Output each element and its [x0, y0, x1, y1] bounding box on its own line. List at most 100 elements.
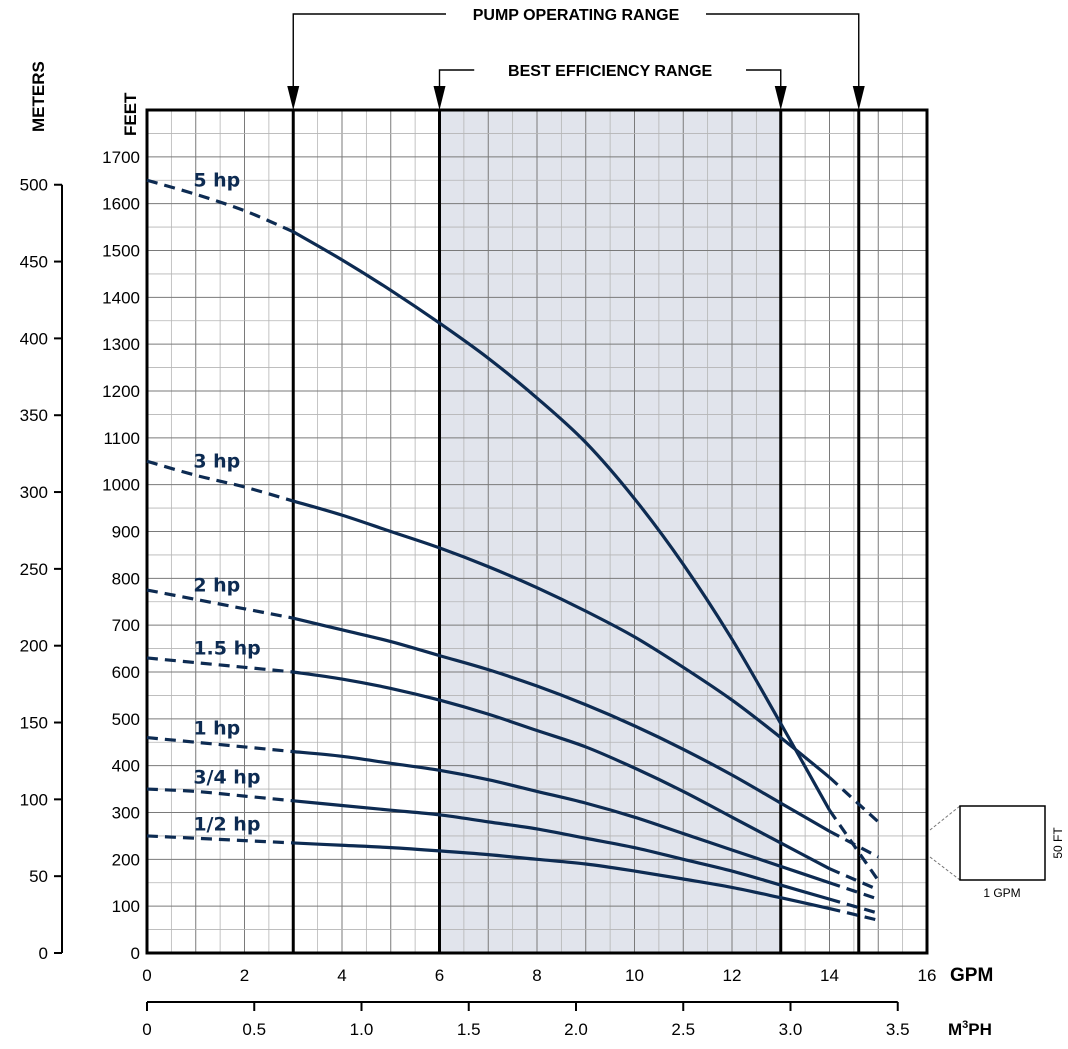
curve-dashed-start	[146, 834, 294, 845]
curve-solid	[293, 670, 831, 871]
hp-label: 1 hp	[193, 717, 240, 739]
scale-legend-box	[959, 805, 1046, 881]
y-tick-label: 200	[112, 850, 140, 869]
y-tick-label: 1500	[102, 242, 140, 261]
y-tick-label: 1000	[102, 476, 140, 495]
range-bracket-right	[706, 13, 860, 104]
y2-tick-label: 250	[20, 560, 48, 579]
x-tick-label: 6	[435, 966, 444, 985]
x-axis-label: GPM	[950, 965, 993, 986]
scale-legend-leader-top	[929, 805, 961, 831]
chart-grid	[146, 109, 928, 954]
x-tick-label: 10	[625, 966, 644, 985]
y-tick-label: 300	[112, 804, 140, 823]
x-tick-label: 12	[723, 966, 742, 985]
y2-tick-label: 200	[20, 637, 48, 656]
y2-tick-label: 150	[20, 714, 48, 733]
hp-label: 2 hp	[193, 574, 240, 596]
y-tick-label: 1600	[102, 195, 140, 214]
y-tick-label: 900	[112, 523, 140, 542]
x2-tick-label: 3.5	[886, 1020, 910, 1039]
hp-curves	[146, 178, 880, 922]
y2-tick-label: 500	[20, 176, 48, 195]
y-tick-label: 1400	[102, 288, 140, 307]
y2-tick-label: 350	[20, 406, 48, 425]
y2-tick-label: 450	[20, 253, 48, 272]
y2-tick-label: 100	[20, 790, 48, 809]
curve-solid	[293, 750, 831, 885]
range-arrow-head	[287, 86, 300, 110]
curve-dashed-start	[146, 459, 294, 503]
y2-tick-label: 0	[39, 944, 48, 963]
curve-solid	[293, 841, 830, 911]
range-brackets: PUMP OPERATING RANGE BEST EFFICIENCY RANG…	[287, 7, 865, 110]
x-tick-label: 16	[918, 966, 937, 985]
scale-legend-width-label: 1 GPM	[983, 886, 1020, 900]
y2-tick-label: 300	[20, 483, 48, 502]
x2-tick-label: 0	[142, 1020, 151, 1039]
curve-dashed-start	[146, 735, 294, 754]
hp-curve-labels: 5 hp 3 hp 2 hp 1.5 hp 1 hp 3/4 hp 1/2 hp	[193, 169, 260, 835]
curve-dashed-end	[829, 906, 879, 922]
y-tick-label: 500	[112, 710, 140, 729]
y-tick-label: 1300	[102, 335, 140, 354]
curve-dashed-end	[828, 829, 879, 859]
y-tick-label: 700	[112, 616, 140, 635]
y2-tick-label: 400	[20, 329, 48, 348]
plot-border	[145, 108, 929, 955]
curve-dashed-end	[829, 897, 879, 915]
pump-operating-range-label: PUMP OPERATING RANGE	[473, 7, 680, 24]
x2-tick-label: 2.5	[671, 1020, 695, 1039]
curve-dashed-end	[828, 776, 880, 824]
range-arrow-head	[774, 86, 787, 110]
hp-label: 1.5 hp	[193, 638, 260, 660]
x2-tick-label: 0.5	[242, 1020, 266, 1039]
curve-solid	[293, 799, 830, 901]
y-axis-meters: 0 50 100 150 200 250 300 350 400 450 500	[20, 176, 63, 963]
x2-tick-label: 2.0	[564, 1020, 588, 1039]
range-boundary-lines	[291, 110, 861, 953]
scale-legend: 1 GPM 50 FT	[929, 805, 1065, 900]
x-tick-label: 4	[337, 966, 346, 985]
x2-tick-label: 1.5	[457, 1020, 481, 1039]
hp-label: 1/2 hp	[193, 813, 260, 835]
y-tick-label: 600	[112, 663, 140, 682]
curve-dashed-end	[828, 867, 879, 892]
x-tick-label: 0	[142, 966, 151, 985]
x-axis-m3ph: 0 0.5 1.0 1.5 2.0 2.5 3.0 3.5	[142, 1001, 910, 1039]
y-tick-label: 1100	[103, 429, 140, 448]
y-tick-label: 800	[112, 569, 140, 588]
hp-label: 3/4 hp	[193, 766, 260, 788]
y2-axis-label: METERS	[29, 61, 48, 132]
y2-tick-label: 50	[29, 867, 48, 886]
hp-label: 5 hp	[193, 169, 240, 191]
curve-solid	[292, 230, 831, 811]
y-tick-label: 1700	[102, 148, 140, 167]
x-tick-label: 14	[820, 966, 839, 985]
y-axis-label: FEET	[121, 92, 140, 136]
y-tick-label: 100	[112, 897, 140, 916]
x2-axis-label: M3PH	[948, 1019, 992, 1039]
hp-label: 3 hp	[193, 450, 240, 472]
curve-dashed-start	[146, 656, 294, 674]
x-axis-gpm: 0 2 4 6 8 10 12 14 16	[142, 966, 936, 985]
range-bracket-left	[292, 13, 446, 104]
x2-tick-label: 1.0	[350, 1020, 374, 1039]
curve-dashed-start	[146, 588, 294, 620]
x2-tick-label: 3.0	[779, 1020, 803, 1039]
curve-dashed-start	[146, 178, 294, 234]
y-tick-label: 400	[112, 757, 140, 776]
range-arrow-head	[433, 86, 446, 110]
curve-solid	[292, 616, 831, 833]
best-efficiency-range-label: BEST EFFICIENCY RANGE	[508, 63, 713, 80]
x-tick-label: 2	[240, 966, 249, 985]
y-tick-label: 1200	[102, 382, 140, 401]
scale-legend-leader-bottom	[929, 856, 961, 881]
y-axis-feet: 0 100 200 300 400 500 600 700 800 900 1000 1100 1200…	[102, 148, 140, 963]
curve-dashed-start	[146, 787, 294, 803]
y-tick-label: 0	[131, 944, 140, 963]
range-arrow-head	[852, 86, 865, 110]
curve-dashed-end	[828, 881, 879, 901]
x-tick-label: 8	[532, 966, 541, 985]
